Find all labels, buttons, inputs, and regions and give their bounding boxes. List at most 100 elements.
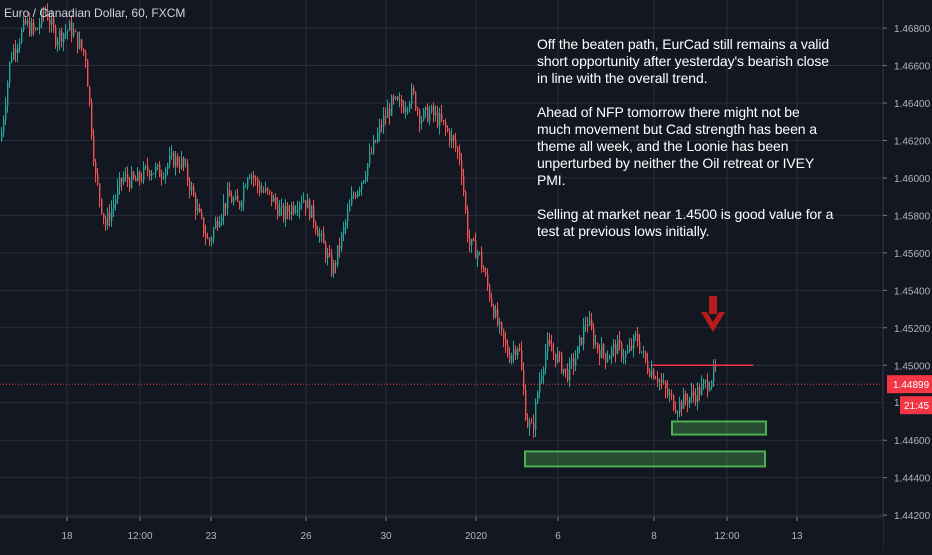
candle-body — [51, 18, 53, 25]
candle-body — [65, 31, 67, 34]
short-arrow-icon — [701, 296, 725, 332]
candle-body — [413, 88, 415, 93]
candle-body — [35, 28, 37, 30]
candle-body — [671, 393, 673, 396]
candle-body — [205, 233, 207, 238]
candle-body — [113, 203, 115, 209]
candle-body — [399, 99, 401, 101]
candle-body — [235, 195, 237, 200]
candle-body — [533, 422, 535, 430]
candle-body — [271, 191, 273, 202]
candle-body — [333, 262, 335, 275]
candle-body — [45, 10, 47, 14]
candle-body — [181, 157, 183, 168]
candle-body — [323, 233, 325, 244]
annotation-paragraph: Off the beaten path, EurCad still remain… — [537, 36, 830, 86]
candle-body — [475, 240, 477, 259]
symbol-title: Euro / Canadian Dollar, 60, FXCM — [4, 6, 186, 20]
candle-body — [501, 322, 503, 330]
candle-body — [561, 353, 563, 373]
grid — [0, 0, 883, 517]
candle-body — [489, 285, 491, 299]
candle-body — [589, 319, 591, 326]
candle-body — [95, 161, 97, 174]
candle-body — [509, 355, 511, 362]
candle-body — [327, 253, 329, 259]
candle-body — [15, 48, 17, 54]
candle-body — [253, 175, 255, 179]
candle-body — [665, 382, 667, 389]
candle-body — [479, 252, 481, 254]
price-tick-label: 1.45600 — [894, 249, 931, 260]
candle-body — [97, 173, 99, 184]
candle-body — [493, 305, 495, 318]
candle-body — [679, 401, 681, 413]
candle-body — [597, 342, 599, 350]
candle-body — [109, 212, 111, 221]
candle-body — [363, 180, 365, 183]
candle-body — [445, 121, 447, 128]
candle-body — [649, 371, 651, 377]
candle-body — [231, 196, 233, 203]
candle-body — [553, 351, 555, 354]
candle-body — [529, 422, 531, 428]
candle-body — [365, 176, 367, 181]
candle-body — [85, 52, 87, 61]
candle-body — [441, 113, 443, 121]
candle-body — [291, 205, 293, 215]
time-tick-label: 2020 — [465, 531, 488, 542]
price-axis-panel — [883, 0, 932, 550]
candle-body — [63, 33, 65, 43]
candle-body — [227, 190, 229, 208]
candle-body — [387, 108, 389, 118]
candle-body — [477, 252, 479, 259]
candle-body — [483, 267, 485, 272]
candle-body — [385, 115, 387, 118]
candle-body — [311, 205, 313, 218]
candle-body — [169, 155, 171, 165]
candle-body — [643, 351, 645, 353]
candle-body — [499, 322, 501, 325]
candle-body — [361, 182, 363, 190]
candle-body — [89, 86, 91, 103]
candle-body — [237, 195, 239, 203]
candle-body — [117, 187, 119, 200]
candle-body — [313, 205, 315, 223]
candle-body — [77, 31, 79, 49]
candle-body — [353, 195, 355, 197]
candle-body — [73, 31, 75, 36]
candle-body — [481, 252, 483, 268]
support-zone — [524, 450, 766, 468]
candle-body — [107, 212, 109, 226]
candle-body — [245, 186, 247, 188]
candle-body — [397, 97, 399, 100]
candle-body — [239, 202, 241, 207]
candle-body — [379, 125, 381, 134]
candle-body — [251, 175, 253, 177]
candle-body — [609, 356, 611, 360]
candle-body — [691, 391, 693, 398]
candle-body — [375, 140, 377, 142]
candle-body — [161, 176, 163, 178]
price-tick-label: 1.45200 — [894, 324, 931, 335]
candle-body — [281, 205, 283, 208]
candle-body — [143, 166, 145, 181]
current-price-badge — [887, 375, 932, 394]
candle-body — [369, 152, 371, 164]
candle-body — [595, 342, 597, 345]
candle-body — [91, 102, 93, 136]
candle-body — [551, 344, 553, 352]
candle-body — [389, 108, 391, 116]
candle-body — [681, 401, 683, 409]
candle-body — [31, 22, 33, 35]
candle-body — [39, 24, 41, 29]
candle-body — [465, 192, 467, 210]
candle-body — [623, 357, 625, 359]
candle-body — [457, 147, 459, 152]
candle-body — [487, 274, 489, 286]
candle-body — [447, 127, 449, 132]
time-tick-label: 18 — [61, 531, 73, 542]
price-tick-label: 1.46800 — [894, 24, 931, 35]
